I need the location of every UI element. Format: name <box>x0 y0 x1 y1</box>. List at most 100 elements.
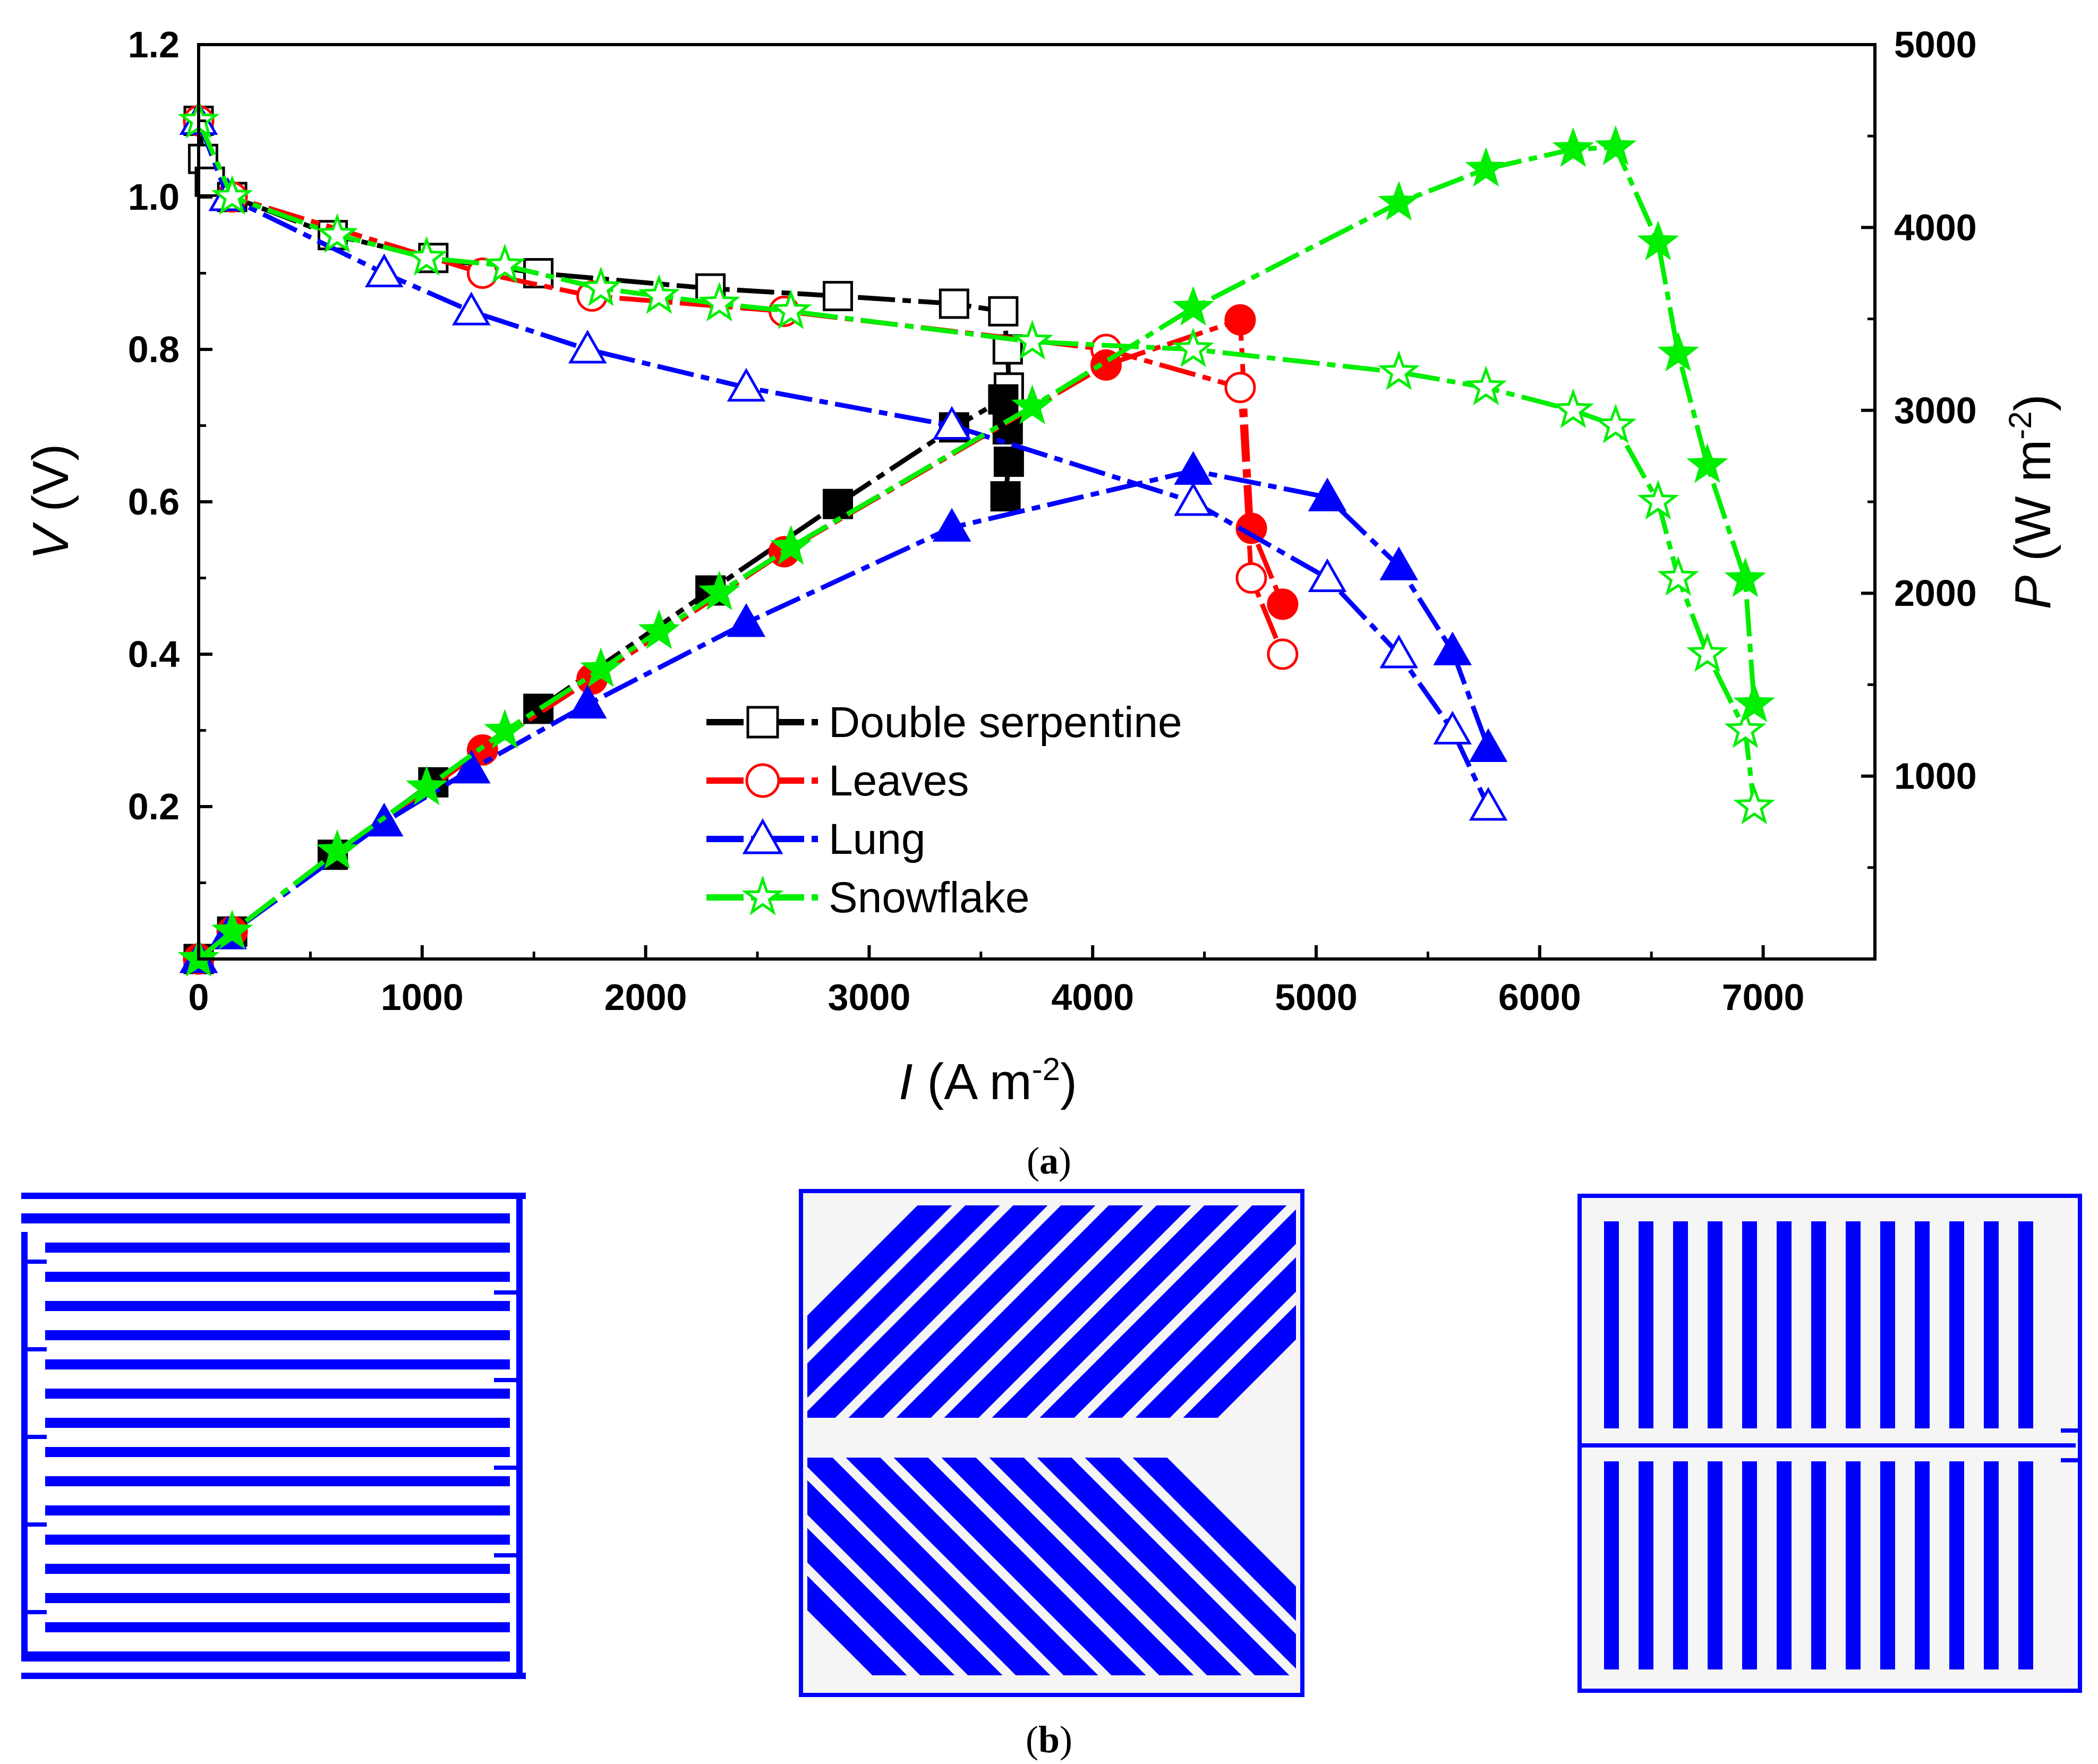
power-point <box>568 684 607 719</box>
serpentine-channel <box>45 1505 510 1515</box>
lung-manifold <box>1582 1443 2076 1448</box>
power-point <box>988 384 1019 415</box>
lung-channel <box>1708 1221 1722 1428</box>
series-lung <box>179 101 1508 973</box>
voltage-point <box>1379 634 1419 669</box>
serpentine-connector <box>21 1260 47 1264</box>
power-line <box>197 145 1757 961</box>
lung-channel <box>1949 1461 1964 1669</box>
voltage-point <box>1378 350 1420 390</box>
voltage-point <box>405 236 448 276</box>
serpentine-channel <box>45 1447 510 1457</box>
voltage-point <box>1235 562 1267 594</box>
serpentine-channel <box>45 1564 510 1574</box>
leaves-channel <box>1085 1458 1296 1669</box>
lung-channel <box>1880 1221 1895 1428</box>
power-point <box>1267 588 1299 620</box>
y-right-tick-label: 2000 <box>1894 572 1977 614</box>
legend-entry-leaves: Leaves <box>706 757 969 805</box>
y-left-tick-label: 0.2 <box>128 786 180 827</box>
lung-channel <box>1984 1461 1999 1669</box>
serpentine-connector <box>21 1347 47 1351</box>
voltage-line <box>196 119 1757 807</box>
power-point <box>452 749 491 784</box>
voltage-point <box>484 243 526 284</box>
serpentine-connector <box>21 1522 47 1527</box>
voltage-point <box>727 367 766 402</box>
leaves-channel <box>807 1205 1048 1418</box>
serpentine-connector <box>21 1610 47 1614</box>
power-point <box>1733 682 1776 723</box>
voltage-point <box>1686 632 1728 672</box>
voltage-point <box>1469 786 1508 821</box>
lung-channel <box>1708 1461 1722 1669</box>
lung-outlet <box>2061 1458 2082 1462</box>
lung-channel <box>1846 1221 1861 1428</box>
serpentine-channel <box>45 1418 510 1428</box>
legend-marker-square <box>746 706 779 739</box>
leaves-channel <box>807 1205 952 1350</box>
y-right-tick-label: 4000 <box>1894 207 1977 248</box>
power-point <box>993 447 1024 477</box>
lung-channel <box>1811 1221 1826 1428</box>
power-point <box>1235 512 1267 544</box>
legend-label-leaves: Leaves <box>829 757 969 805</box>
y-left-tick-label: 1.2 <box>128 24 180 65</box>
x-tick-label: 0 <box>189 977 209 1018</box>
serpentine-channel <box>21 1232 28 1657</box>
voltage-point <box>211 175 253 215</box>
lung-channel <box>1915 1221 1930 1428</box>
x-tick-label: 5000 <box>1275 977 1358 1018</box>
serpentine-channel <box>21 1673 526 1679</box>
legend-marker-circle <box>745 763 780 798</box>
voltage-point <box>770 289 812 329</box>
voltage-point <box>638 274 680 314</box>
voltage-point <box>1267 638 1299 670</box>
serpentine-connector <box>21 1435 47 1439</box>
x-tick-label: 1000 <box>381 977 464 1018</box>
voltage-point <box>1308 558 1347 592</box>
legend-marker-triangle <box>742 818 783 854</box>
voltage-point <box>568 329 607 364</box>
power-point <box>1594 125 1637 166</box>
voltage-point <box>364 253 404 287</box>
serpentine-channel <box>45 1476 510 1486</box>
lung-inlet <box>2061 1428 2082 1433</box>
leaves-channel <box>941 1458 1194 1675</box>
leaves-channel <box>846 1458 1098 1675</box>
axis-layer: 0 1000 2000 3000 4000 5000 6000 7000 0.2 0.4 0.6 0.… <box>128 24 1977 1018</box>
serpentine-connector <box>494 1553 523 1557</box>
leaves-channel <box>807 1458 1051 1675</box>
power-point <box>1174 451 1213 485</box>
y-left-tick-label: 0.8 <box>128 329 180 370</box>
power-line <box>197 317 1285 961</box>
lung-channel <box>1639 1461 1653 1669</box>
legend: Double serpentine Leaves Lung Snowflake <box>706 698 1182 922</box>
series-layer <box>177 99 1776 977</box>
voltage-point <box>452 292 491 326</box>
voltage-point <box>1733 784 1776 825</box>
voltage-point <box>1724 708 1767 748</box>
polarization-power-chart: 0 1000 2000 3000 4000 5000 6000 7000 0.2 0.4 0.6 0.… <box>22 24 2061 1110</box>
power-point <box>405 765 448 806</box>
serpentine-connector <box>494 1378 523 1382</box>
leaves-channel <box>1183 1305 1296 1418</box>
power-point <box>1172 286 1214 326</box>
x-tick-label: 6000 <box>1498 977 1581 1018</box>
caption-b: (b) <box>1026 1718 1072 1761</box>
power-point <box>1552 127 1594 167</box>
power-point <box>1686 443 1728 483</box>
power-point <box>1378 181 1420 221</box>
voltage-line <box>196 119 1491 808</box>
lung-channel <box>1639 1221 1653 1428</box>
serpentine-channel <box>45 1535 510 1545</box>
voltage-point <box>698 281 740 322</box>
lung-channel <box>2018 1461 2033 1669</box>
leaves-channel <box>944 1205 1191 1418</box>
serpentine-channel <box>45 1359 510 1369</box>
double-serpentine-flow-field <box>21 1191 526 1679</box>
power-point <box>727 603 766 637</box>
leaves-channel <box>1037 1458 1290 1675</box>
leaves-flow-field <box>799 1189 1304 1697</box>
